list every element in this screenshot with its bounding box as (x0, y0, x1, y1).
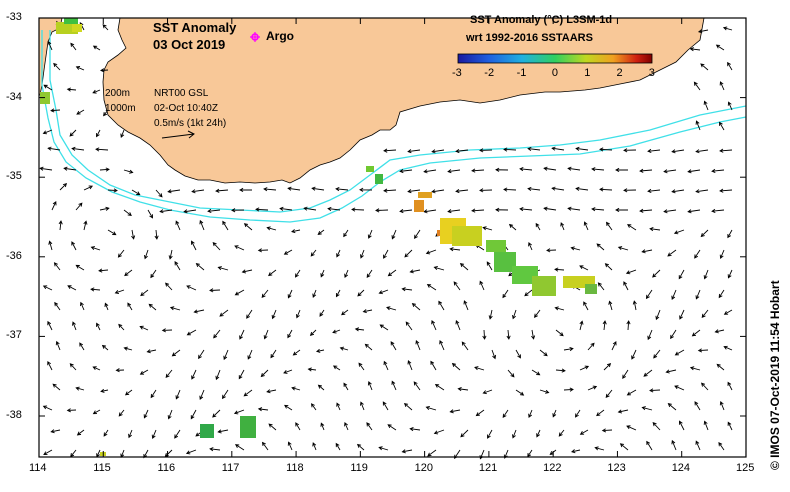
latitude-tick-34: -34 (6, 90, 22, 103)
isobath-200m (49, 30, 747, 213)
legend-tick--3: -3 (452, 67, 462, 79)
scale-label: 0.5m/s (1kt 24h) (154, 118, 227, 129)
sst-anomaly-patches (40, 18, 597, 456)
product-label: NRT00 GSL (154, 88, 209, 99)
longitude-tick-124: 124 (671, 462, 691, 474)
sst-patch-central (366, 166, 597, 296)
argo-marker (250, 32, 260, 42)
longitude-tick-121: 121 (478, 462, 498, 474)
legend-tick-2: 2 (616, 67, 623, 79)
latitude-tick-36: -36 (6, 249, 22, 262)
isobath-1000m-label: 1000m (105, 103, 136, 114)
legend-subtitle: wrt 1992-2016 SSTAARS (466, 32, 593, 44)
longitude-tick-114: 114 (29, 462, 47, 474)
latitude-tick-38: -38 (6, 409, 22, 421)
current-vectors (39, 20, 733, 460)
isobaths (41, 30, 747, 223)
longitude-tick-122: 122 (543, 462, 562, 474)
axis-ticks (38, 17, 747, 457)
latitude-tick-35: -35 (6, 170, 22, 183)
longitude-tick-115: 115 (93, 462, 111, 474)
legend-tick-1: 1 (584, 67, 591, 79)
longitude-tick-119: 119 (350, 462, 368, 474)
longitude-tick-125: 125 (735, 462, 755, 474)
datetime-label: 02-Oct 10:40Z (154, 103, 218, 114)
longitude-tick-123: 123 (607, 462, 626, 474)
map-date: 03 Oct 2019 (153, 37, 226, 52)
map-frame (38, 17, 747, 458)
map-title: SST Anomaly (153, 20, 237, 35)
legend-title: SST Anomaly (°C) L3SM-1d (470, 14, 613, 26)
scale-arrow (161, 130, 195, 139)
legend-colorbar (457, 53, 653, 64)
latitude-tick-33: -33 (6, 11, 22, 23)
longitude-tick-120: 120 (414, 462, 433, 474)
latitude-tick-37: -37 (6, 329, 22, 342)
argo-label: Argo (266, 29, 294, 43)
credit-text: © IMOS 07-Oct-2019 11:54 Hobart (768, 280, 782, 470)
isobath-200m-label: 200m (105, 88, 131, 99)
isobath-1000m (41, 30, 747, 223)
legend-tick-3: 3 (648, 67, 655, 79)
longitude-tick-116: 116 (157, 462, 176, 474)
legend-tick--1: -1 (516, 67, 527, 79)
longitude-tick-117: 117 (221, 462, 240, 474)
longitude-tick-118: 118 (286, 462, 304, 474)
legend-tick-0: 0 (551, 67, 559, 79)
legend-tick--2: -2 (484, 67, 495, 79)
